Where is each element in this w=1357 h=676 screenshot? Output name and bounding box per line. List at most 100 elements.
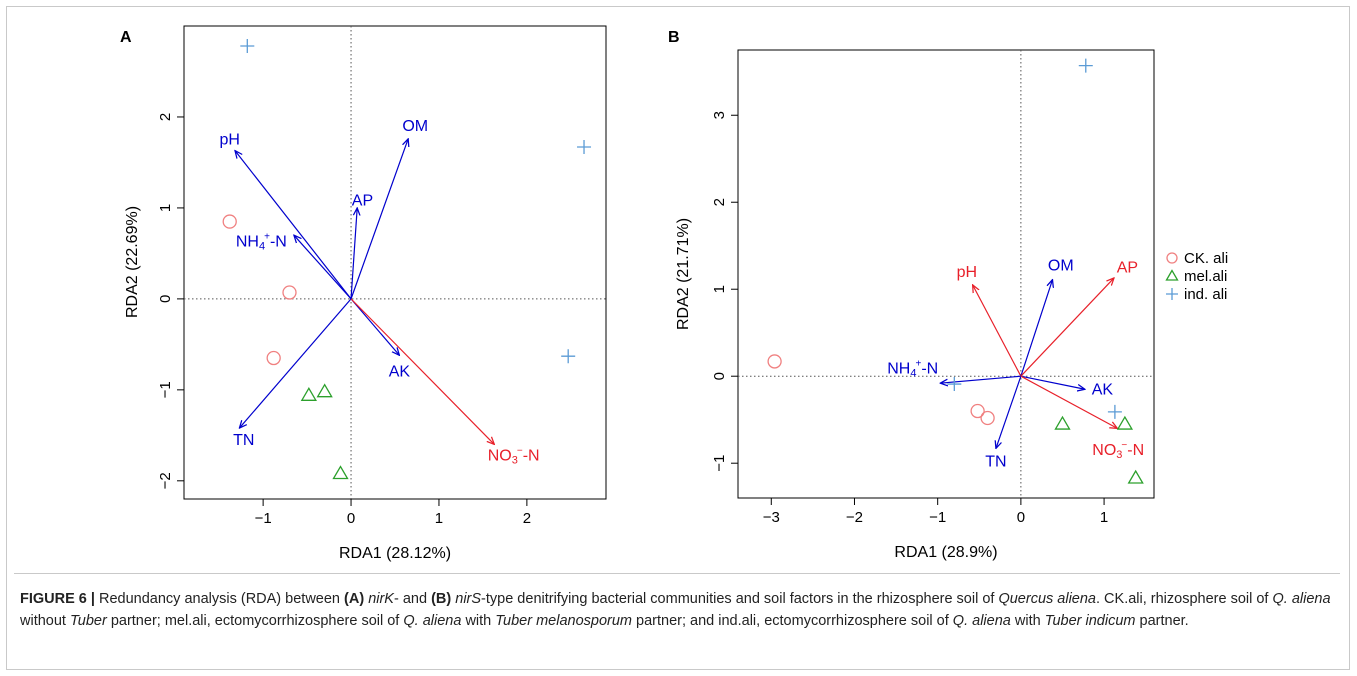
figure-caption: FIGURE 6 | Redundancy analysis (RDA) bet… [20, 588, 1338, 632]
caption-figure-label: FIGURE 6 | [20, 591, 95, 607]
biplot-arrow-label: AP [352, 193, 373, 210]
mel-ali-point [1127, 469, 1144, 484]
y-tick-label: 1 [711, 285, 728, 293]
caption-species: Tuber melanosporum [495, 613, 633, 629]
ind-ali-point [577, 139, 592, 154]
biplot-arrow [940, 375, 1021, 383]
biplot-arrow [996, 376, 1022, 448]
panel-b-ticks: −3 −2 −1 0 1 −1 0 1 2 3 [711, 111, 1108, 526]
y-tick-label: 2 [157, 113, 174, 121]
panel-b-points [767, 58, 1144, 484]
caption-text: partner; mel.ali, ectomycorrhizosphere s… [106, 613, 404, 629]
legend-label: CK. ali [1184, 250, 1228, 267]
panel-a-reference-lines [184, 26, 606, 499]
caption-text: . CK.ali, rhizosphere soil of [1096, 591, 1273, 607]
ck-ali-point [970, 403, 985, 419]
panel-a-x-axis-label: RDA1 (28.12%) [339, 545, 451, 562]
ck-ali-point [980, 410, 995, 426]
ck-ali-point [282, 285, 297, 300]
biplot-arrow [1020, 375, 1085, 389]
panel-a-y-axis-label: RDA2 (22.69%) [124, 206, 141, 318]
panel-b-reference-lines [738, 50, 1154, 498]
panel-a-plot-box [183, 25, 607, 500]
x-tick-label: −2 [846, 509, 863, 526]
ind-ali-point [1078, 58, 1093, 73]
biplot-arrow-label: NO3−-N [488, 445, 540, 466]
biplot-arrow [235, 151, 352, 300]
x-tick-label: −1 [255, 510, 272, 527]
biplot-arrow [1020, 280, 1053, 377]
biplot-arrow [1020, 278, 1114, 377]
ind-ali-point [561, 349, 576, 364]
y-tick-label: 0 [711, 372, 728, 380]
caption-species: Q. aliena [403, 613, 462, 629]
biplot-arrow-label: pH [219, 132, 239, 149]
ind-ali-point [947, 377, 962, 392]
ind-ali-point [240, 39, 255, 54]
caption-text: without [20, 613, 70, 629]
biplot-arrow-label: TN [233, 432, 254, 449]
mel-ali-point [316, 383, 333, 398]
panel-b-arrows: pH OM AP NH4+-N AK TN NO3−-N [887, 258, 1144, 471]
x-tick-label: −3 [763, 509, 780, 526]
y-tick-label: −1 [711, 455, 728, 472]
biplot-arrow-label: AK [1092, 381, 1114, 398]
y-tick-label: 3 [711, 111, 728, 119]
ck-ali-point [222, 214, 237, 229]
caption-text: - and [393, 591, 432, 607]
figure-canvas: A −1 0 1 2 −2 −1 0 1 2 pH OM AP NH4+-N AK TN NO3−-N RD… [120, 25, 1228, 562]
y-tick-label: −2 [157, 472, 174, 489]
caption-text: partner. [1135, 613, 1189, 629]
legend-marker-triangle [1165, 269, 1179, 281]
mel-ali-point [1116, 415, 1134, 430]
panel-a-arrows: pH OM AP NH4+-N AK TN NO3−-N [219, 118, 539, 466]
y-tick-label: −1 [157, 381, 174, 398]
y-tick-label: 2 [711, 198, 728, 206]
ind-ali-point [1107, 404, 1122, 419]
mel-ali-point [332, 465, 349, 480]
x-tick-label: 2 [523, 510, 531, 527]
caption-panel-b-ref: (B) [431, 591, 452, 607]
biplot-arrow [294, 235, 352, 300]
panel-a-chart: A −1 0 1 2 −2 −1 0 1 2 pH OM AP NH4+-N AK TN NO3−-N RD… [120, 25, 607, 562]
caption-text: partner; and ind.ali, ectomycorrhizosphe… [632, 613, 953, 629]
caption-species: Tuber indicum [1044, 613, 1136, 629]
ck-ali-point [266, 350, 281, 366]
panel-a-label: A [120, 29, 132, 46]
panel-a-points [222, 39, 592, 480]
x-tick-label: 1 [1100, 509, 1108, 526]
panel-b-label: B [668, 29, 680, 46]
caption-gene-a: nirK [368, 591, 394, 607]
biplot-arrow-label: TN [985, 453, 1006, 470]
biplot-arrow [973, 285, 1022, 377]
legend-marker-circle [1166, 252, 1178, 264]
biplot-arrow-label: AK [389, 364, 411, 381]
caption-text: with [1010, 613, 1045, 629]
legend-marker-plus [1166, 288, 1178, 300]
biplot-arrow [1020, 375, 1118, 428]
biplot-arrow-label: OM [1048, 258, 1074, 275]
ck-ali-point [767, 354, 782, 369]
caption-panel-a-ref: (A) [344, 591, 365, 607]
x-tick-label: 0 [1017, 509, 1025, 526]
x-tick-label: 1 [435, 510, 443, 527]
biplot-arrow [350, 298, 399, 355]
mel-ali-point [300, 387, 317, 401]
biplot-arrow-label: NO3−-N [1092, 440, 1144, 461]
panel-b-y-axis-label: RDA2 (21.71%) [675, 218, 692, 330]
figure-frame [6, 6, 1350, 670]
caption-gene-b: nirS [455, 591, 482, 607]
y-tick-label: 0 [157, 295, 174, 303]
biplot-arrow [350, 139, 408, 300]
caption-species: Tuber [69, 613, 107, 629]
biplot-arrow-label: OM [402, 118, 428, 135]
biplot-arrow [239, 298, 352, 428]
caption-separator [14, 573, 1340, 574]
caption-species: Quercus aliena [998, 591, 1096, 607]
legend-label: ind. ali [1184, 286, 1227, 303]
biplot-arrow [350, 298, 494, 445]
biplot-arrow-label: NH4+-N [236, 232, 287, 253]
panel-a-ticks: −1 0 1 2 −2 −1 0 1 2 [157, 113, 531, 527]
